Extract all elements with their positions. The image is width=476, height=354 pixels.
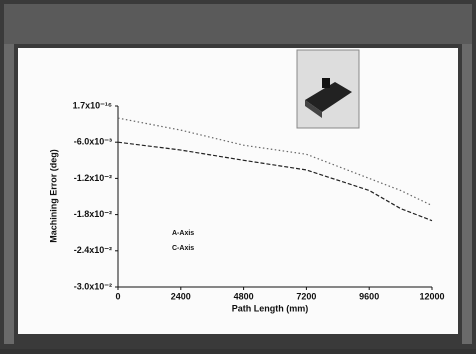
x-tick-label: 7200 <box>296 291 316 301</box>
y-tick-label: -1.8x10⁻² <box>74 209 112 219</box>
x-axis-title: Path Length (mm) <box>232 303 309 313</box>
title-bar <box>4 4 472 44</box>
part-shape <box>322 78 330 88</box>
x-tick-label: 9600 <box>359 291 379 301</box>
y-axis-title: Machining Error (deg) <box>48 149 58 243</box>
legend-label: A-Axis <box>172 230 194 237</box>
y-tick-label: -6.0x10⁻³ <box>74 137 112 147</box>
y-tick-label: -1.2x10⁻² <box>74 173 112 183</box>
y-tick-label: 1.7x10⁻¹⁶ <box>73 100 112 110</box>
x-tick-label: 2400 <box>171 291 191 301</box>
x-tick-label: 12000 <box>419 291 444 301</box>
legend-label: C-Axis <box>172 245 194 252</box>
y-tick-label: -3.0x10⁻² <box>74 281 112 291</box>
left-edge <box>4 44 14 344</box>
x-tick-label: 0 <box>115 291 120 301</box>
right-edge <box>462 44 472 344</box>
screenshot: Path Length (mm) Machining Error (deg) 1… <box>0 0 476 349</box>
x-tick-label: 4800 <box>234 291 254 301</box>
y-tick-label: -2.4x10⁻² <box>74 245 112 255</box>
inset-image <box>297 50 359 128</box>
